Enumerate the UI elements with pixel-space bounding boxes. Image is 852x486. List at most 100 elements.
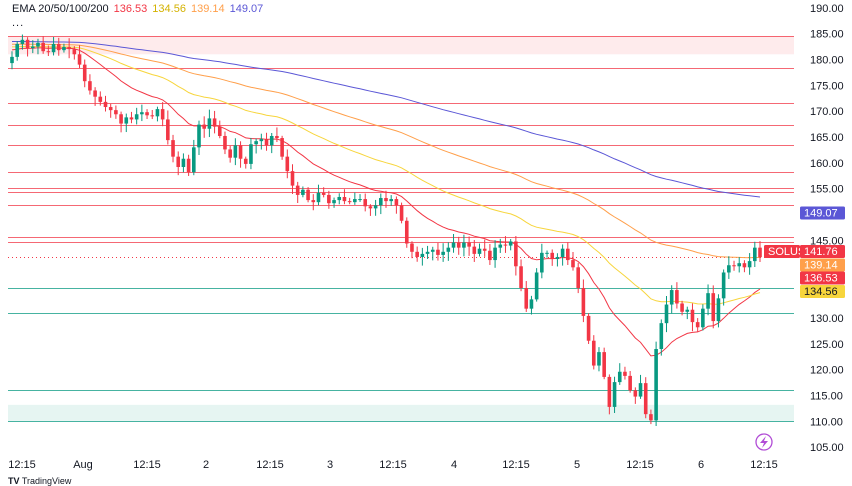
candle-body (295, 185, 300, 195)
candle-body (591, 340, 596, 366)
candle-body (472, 246, 477, 254)
x-tick-label: 12:15 (133, 459, 161, 471)
y-tick-label: 160.00 (810, 158, 844, 170)
candle-body (20, 39, 25, 44)
ema50-line (11, 45, 761, 305)
candle-body (275, 135, 279, 139)
candle-body (555, 256, 560, 260)
candle-body (436, 249, 440, 255)
candle-body (550, 252, 555, 260)
candle-body (581, 287, 586, 316)
candle-body (446, 247, 451, 252)
candle-body (477, 248, 482, 254)
y-tick-label: 115.00 (810, 391, 843, 403)
price-tag-label: 134.56 (804, 286, 838, 298)
candle-body (233, 145, 238, 158)
candle-body (675, 290, 679, 304)
zones-layer (8, 36, 794, 421)
replay-lightning-icon[interactable] (755, 433, 773, 451)
y-tick-label: 175.00 (810, 80, 844, 92)
candle-body (41, 42, 45, 52)
candle-body (498, 244, 503, 248)
candle-body (202, 124, 206, 129)
candle-body (462, 242, 466, 248)
candle-body (238, 145, 243, 159)
tradingview-footer: TV TradingView (8, 476, 71, 486)
candle-body (207, 118, 212, 129)
x-tick-label: 12:15 (8, 459, 36, 471)
candle-body (638, 383, 643, 397)
candle-body (264, 139, 269, 146)
candle-body (259, 139, 264, 142)
candle-body (129, 117, 134, 120)
price-tag-bg (764, 245, 800, 258)
x-tick-label: 12:15 (256, 459, 284, 471)
candle-body (327, 194, 331, 204)
price-tag-label: 139.14 (804, 260, 838, 272)
candle-body (701, 308, 705, 328)
candle-body (311, 200, 316, 203)
candle-body (192, 147, 196, 173)
candle-body (721, 272, 726, 299)
candle-body (711, 293, 716, 322)
candle-body (617, 371, 622, 383)
price-tag-bg (800, 271, 845, 285)
candle-body (384, 198, 388, 202)
price-tag-bg (800, 245, 845, 258)
candle-body (389, 199, 393, 202)
candle-body (758, 247, 762, 258)
price-tag-label: 149.07 (804, 208, 838, 220)
candle-body (56, 43, 61, 51)
candle-body (669, 290, 674, 305)
y-tick-label: 130.00 (810, 313, 844, 325)
horizontal-levels-layer (8, 36, 794, 422)
indicator-legend[interactable]: EMA 20/50/100/200 136.53 134.56 139.14 149.0… (12, 3, 268, 15)
candle-body (664, 304, 669, 324)
candle-body (228, 149, 232, 158)
candle-body (249, 144, 253, 164)
candle-body (176, 156, 181, 168)
candle-body (394, 199, 399, 206)
candle-body (301, 189, 305, 195)
candle-body (534, 272, 539, 300)
candle-body (212, 118, 217, 127)
candle-body (46, 51, 51, 53)
candle-body (316, 192, 321, 203)
candle-body (160, 109, 165, 120)
candle-body (181, 158, 186, 168)
candle-body (145, 112, 149, 116)
legend-more-button[interactable]: ... (12, 17, 25, 29)
candle-body (67, 47, 71, 50)
candle-body (269, 135, 274, 146)
candle-body (410, 243, 414, 252)
y-tick-label: 165.00 (810, 132, 844, 144)
candle-body (404, 220, 409, 244)
candle-body (171, 140, 175, 157)
candle-body (82, 64, 87, 82)
candle-body (566, 248, 570, 261)
candle-body (285, 156, 290, 172)
y-tick-label: 120.00 (810, 365, 844, 377)
candle-body (36, 42, 40, 47)
candle-body (280, 138, 284, 157)
candle-body (540, 252, 544, 273)
candle-body (576, 267, 580, 288)
y-tick-label: 155.00 (810, 184, 844, 196)
candle-body (223, 135, 227, 150)
candle-body (420, 253, 425, 257)
legend-ema50-value: 134.56 (152, 3, 186, 15)
x-tick-label: 12:15 (379, 459, 407, 471)
ema100-line (12, 43, 760, 259)
candle-body (560, 248, 565, 257)
y-tick-label: 170.00 (810, 106, 844, 118)
x-tick-label: Aug (73, 459, 93, 471)
candle-body (602, 352, 606, 377)
x-tick-label: 4 (451, 459, 457, 471)
candle-body (633, 390, 638, 397)
candle-body (456, 242, 461, 248)
price-tag-bg (800, 285, 845, 298)
legend-label: EMA 20/50/100/200 (12, 3, 109, 15)
footer-brand: TradingView (21, 476, 72, 486)
candle-body (290, 171, 295, 186)
